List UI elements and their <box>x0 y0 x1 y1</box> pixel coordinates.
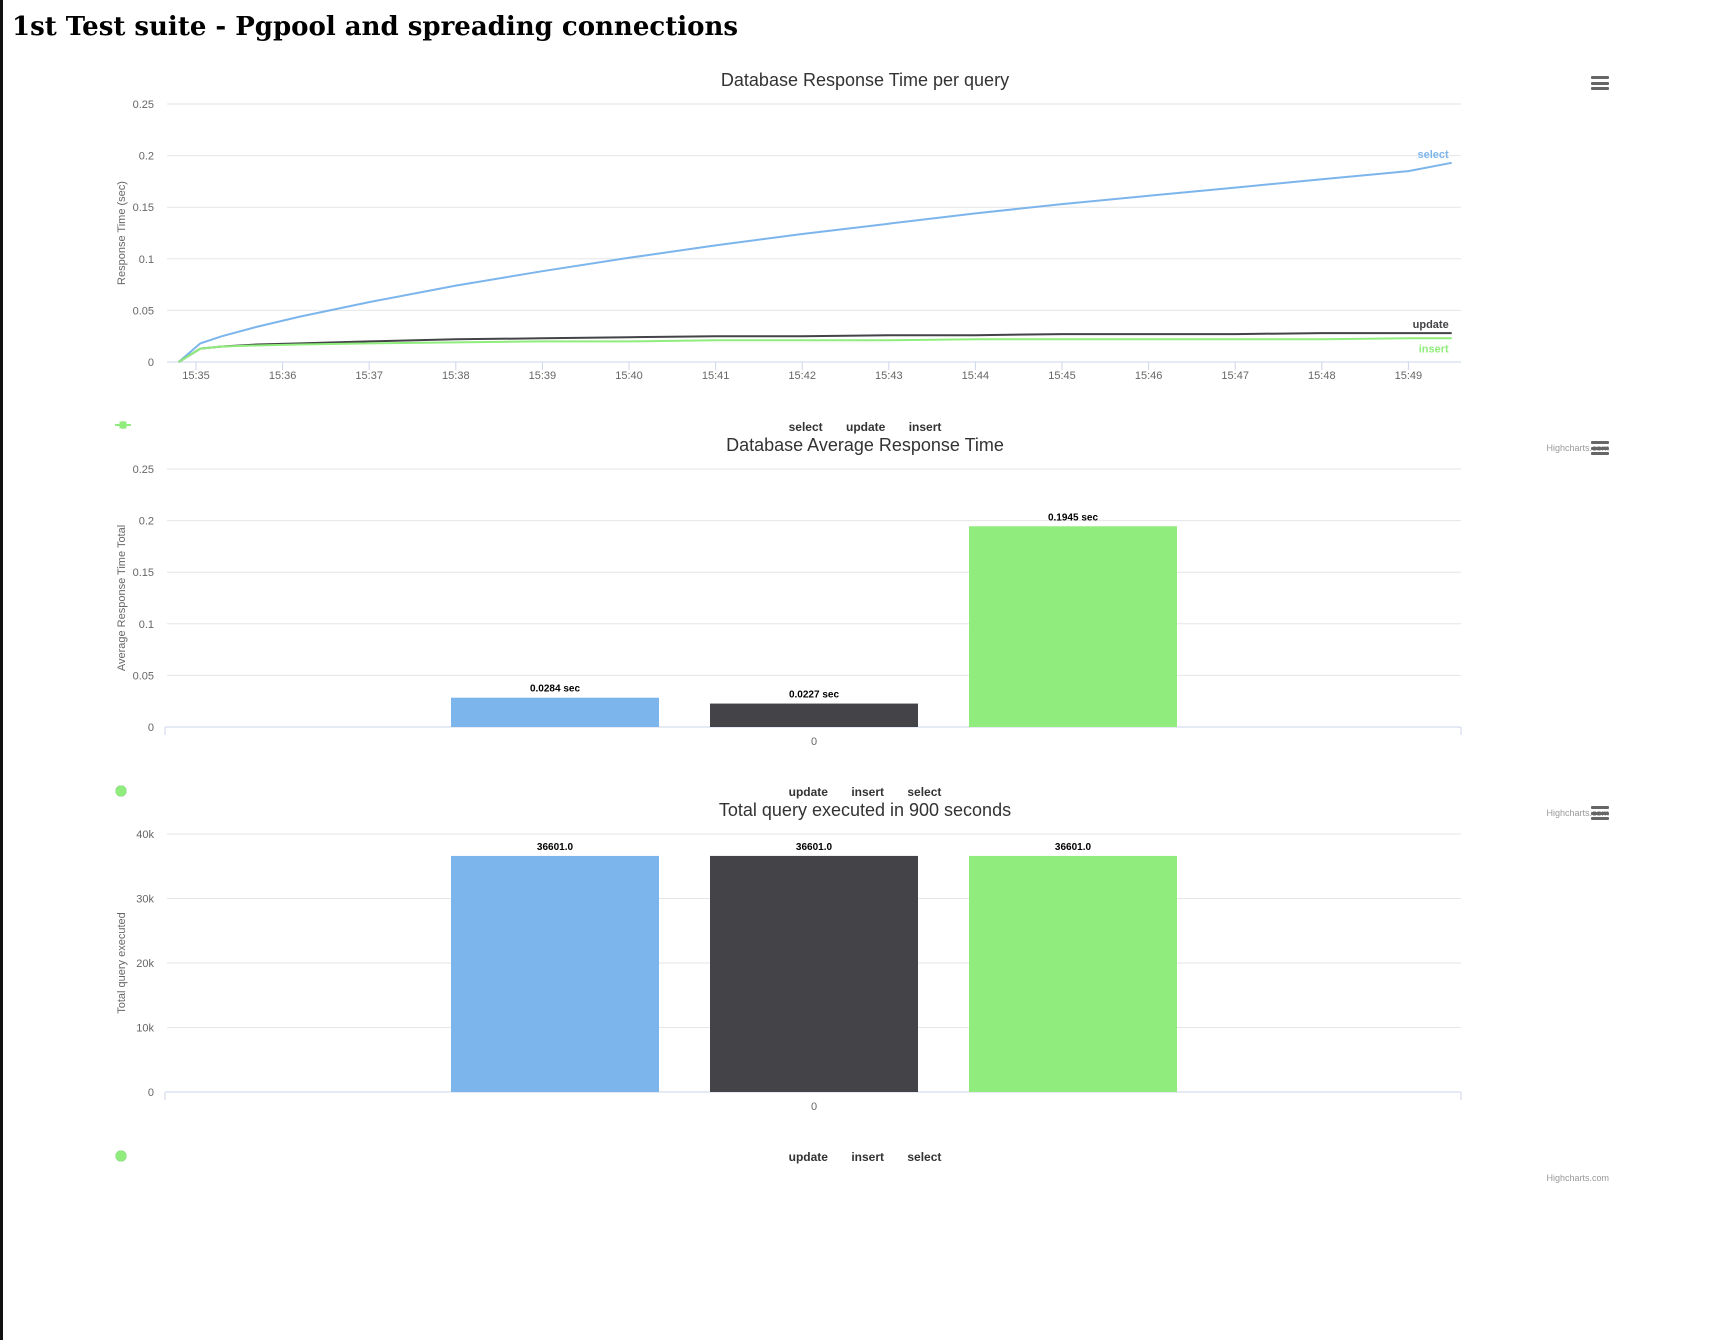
x-tick-label: 15:40 <box>615 370 643 382</box>
response-time-line-chart: Database Response Time per query 0 0.05 0.… <box>115 62 1615 462</box>
x-tick-label: 15:49 <box>1395 370 1423 382</box>
y-tick-label: 0 <box>148 722 154 734</box>
y-tick-label: 0.15 <box>133 202 154 214</box>
legend-label: update <box>788 785 828 799</box>
series-end-label: select <box>1417 149 1449 161</box>
series-line-insert <box>178 337 1452 363</box>
bar-chart-plot: 0 0.05 0.1 0.15 0.2 0.25 Average Response Time… <box>116 464 1462 748</box>
x-tick-label: 15:39 <box>529 370 557 382</box>
x-tick-label: 15:35 <box>182 370 210 382</box>
legend-label: insert <box>851 785 884 799</box>
x-tick-label: 15:41 <box>702 370 730 382</box>
bar-insert <box>710 855 918 1092</box>
y-axis-label: Response Time (sec) <box>116 181 128 285</box>
legend-item-select[interactable]: select <box>115 1150 942 1164</box>
average-response-bar-chart: Database Average Response Time 0 0.05 0.1 0… <box>115 427 1615 827</box>
y-tick-label: 0.2 <box>139 151 154 163</box>
legend-item-insert[interactable]: insert <box>115 1150 884 1164</box>
x-tick-label: 15:45 <box>1048 370 1076 382</box>
legend-label: update <box>846 420 886 434</box>
y-tick-label: 40k <box>136 829 154 841</box>
y-tick-label: 0.1 <box>139 619 154 631</box>
legend-label: select <box>788 420 823 434</box>
legend-label: insert <box>851 1150 884 1164</box>
y-tick-label: 0.15 <box>133 567 154 579</box>
total-queries-bar-chart: Total query executed in 900 seconds 0 10k… <box>115 792 1615 1192</box>
line-chart-plot: 0 0.05 0.1 0.15 0.2 0.25 Response Time (sec) 15… <box>116 99 1461 382</box>
y-axis-label: Average Response Time Total <box>116 525 128 671</box>
highcharts-credits[interactable]: Highcharts.com <box>1546 1173 1609 1183</box>
circle-marker-icon <box>115 785 127 797</box>
y-tick-label: 0 <box>148 357 154 369</box>
bar-update <box>451 697 659 727</box>
y-tick-label: 0.1 <box>139 254 154 266</box>
bar-chart-plot: 0 10k 20k 30k 40k Total query executed 0 36601.… <box>116 829 1462 1113</box>
series-end-label: update <box>1413 319 1449 331</box>
circle-marker-icon <box>115 1150 127 1162</box>
line-marker-icon <box>115 421 131 429</box>
series-line-select <box>178 161 1452 363</box>
x-tick-label: 15:36 <box>269 370 297 382</box>
x-tick-label: 15:38 <box>442 370 470 382</box>
y-tick-label: 0.2 <box>139 516 154 528</box>
x-tick-label: 15:47 <box>1221 370 1249 382</box>
x-tick-label: 15:42 <box>788 370 816 382</box>
window-left-edge <box>0 0 3 1340</box>
series-line-update <box>178 332 1452 363</box>
highcharts-credits[interactable]: Highcharts.com <box>1546 808 1609 818</box>
chart-title: Total query executed in 900 seconds <box>718 800 1012 820</box>
chart-legend: select update insert <box>115 420 1615 434</box>
data-label: 0.0284 sec <box>530 684 580 695</box>
series-end-label: insert <box>1419 343 1449 355</box>
y-tick-label: 20k <box>136 958 154 970</box>
x-tick-label: 15:43 <box>875 370 903 382</box>
legend-item-select[interactable]: select <box>115 785 942 799</box>
x-tick-label: 15:46 <box>1135 370 1163 382</box>
data-label: 36601.0 <box>537 842 574 853</box>
bar-select <box>969 855 1177 1092</box>
data-label: 0.1945 sec <box>1048 512 1098 523</box>
data-label: 36601.0 <box>1055 842 1092 853</box>
x-tick-label: 15:44 <box>962 370 990 382</box>
chart-title: Database Average Response Time <box>726 435 1004 455</box>
y-tick-label: 0.05 <box>133 305 154 317</box>
y-tick-label: 0 <box>148 1087 154 1099</box>
bar-insert <box>710 703 918 727</box>
y-axis-label: Total query executed <box>116 912 128 1014</box>
y-tick-label: 10k <box>136 1023 154 1035</box>
chart-menu-icon[interactable] <box>1591 441 1609 455</box>
chart-legend: update insert select <box>115 785 1615 799</box>
y-tick-label: 0.05 <box>133 670 154 682</box>
x-tick-label: 15:37 <box>355 370 383 382</box>
chart-legend: update insert select <box>115 1150 1615 1164</box>
y-tick-label: 0.25 <box>133 99 154 111</box>
chart-title: Database Response Time per query <box>720 70 1010 90</box>
highcharts-credits[interactable]: Highcharts.com <box>1546 443 1609 453</box>
y-tick-label: 0.25 <box>133 464 154 476</box>
bar-update <box>451 855 659 1092</box>
x-tick-label: 0 <box>811 1101 817 1113</box>
chart-menu-icon[interactable] <box>1591 76 1609 90</box>
y-tick-label: 30k <box>136 894 154 906</box>
chart-menu-icon[interactable] <box>1591 806 1609 820</box>
legend-label: select <box>907 1150 942 1164</box>
data-label: 36601.0 <box>796 842 833 853</box>
x-tick-label: 15:48 <box>1308 370 1336 382</box>
data-label: 0.0227 sec <box>789 690 839 701</box>
bar-select <box>969 526 1177 727</box>
x-tick-label: 0 <box>811 736 817 748</box>
legend-label: update <box>788 1150 828 1164</box>
legend-item-insert[interactable]: insert <box>115 420 942 434</box>
legend-item-update[interactable]: update <box>115 1150 828 1164</box>
legend-label: insert <box>908 420 942 434</box>
legend-label: select <box>907 785 942 799</box>
page-title: 1st Test suite - Pgpool and spreading co… <box>12 12 738 42</box>
